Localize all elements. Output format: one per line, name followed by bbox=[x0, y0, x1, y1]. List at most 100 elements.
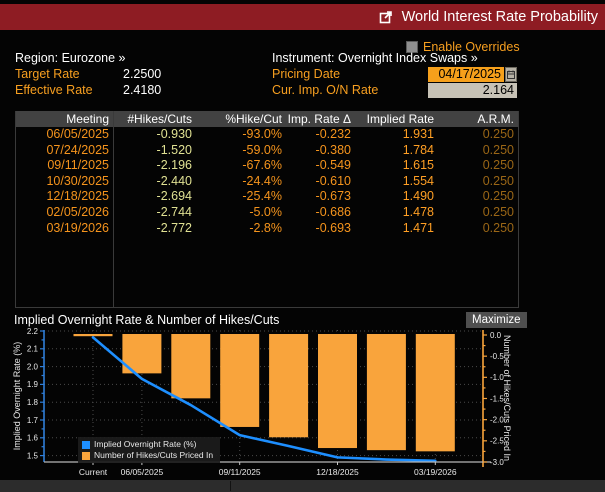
table-cell: -0.610 bbox=[315, 173, 351, 188]
table-cell: -2.440 bbox=[156, 173, 192, 188]
bar-hikes-cuts bbox=[269, 334, 309, 438]
column-header[interactable]: Implied Rate bbox=[366, 112, 434, 126]
pricing-date-input[interactable]: 04/17/2025 bbox=[428, 67, 504, 82]
cur-imp-rate-input[interactable]: 2.164 bbox=[428, 83, 517, 98]
target-rate-value: 2.2500 bbox=[123, 67, 162, 81]
instrument-row[interactable]: Instrument: Overnight Index Swaps » bbox=[272, 51, 478, 65]
table-row[interactable]: 07/24/2025 -1.520 -59.0% -0.380 1.784 0.250 bbox=[16, 143, 518, 159]
legend-item-line: Implied Overnight Rate (%) bbox=[82, 440, 213, 449]
table-cell: -59.0% bbox=[242, 142, 282, 157]
right-tick-label: -1.5 bbox=[490, 394, 504, 403]
right-tick-label: -2.0 bbox=[490, 415, 504, 424]
legend-item-bar: Number of Hikes/Cuts Priced In bbox=[82, 451, 213, 460]
table-cell: 0.250 bbox=[482, 158, 514, 173]
table-row[interactable]: 06/05/2025 -0.930 -93.0% -0.232 1.931 0.250 bbox=[16, 127, 518, 143]
table-cell: 1.490 bbox=[402, 189, 434, 204]
table-cell: -2.772 bbox=[156, 220, 192, 235]
table-cell: -2.8% bbox=[249, 220, 282, 235]
line-implied-rate bbox=[91, 336, 437, 463]
left-tick-label: 1.6 bbox=[27, 434, 39, 443]
column-header[interactable]: A.R.M. bbox=[477, 112, 514, 126]
column-header[interactable]: %Hike/Cut bbox=[225, 112, 282, 126]
column-header[interactable]: #Hikes/Cuts bbox=[127, 112, 192, 126]
left-tick-label: 1.5 bbox=[27, 451, 39, 460]
region-label: Region: bbox=[15, 51, 59, 65]
bar-hikes-cuts bbox=[220, 334, 260, 427]
table-cell: 1.784 bbox=[402, 142, 434, 157]
right-tick-label: -0.5 bbox=[490, 352, 504, 361]
enable-overrides-checkbox[interactable] bbox=[406, 41, 418, 53]
table-cell: 09/11/2025 bbox=[47, 158, 109, 173]
table-cell: 1.554 bbox=[402, 173, 434, 188]
table-cell: -24.4% bbox=[242, 173, 282, 188]
instrument-label: Instrument: bbox=[272, 51, 335, 65]
table-cell: 0.250 bbox=[482, 127, 514, 141]
left-axis-title: Implied Overnight Rate (%) bbox=[12, 342, 22, 451]
table-cell: -0.693 bbox=[315, 220, 351, 235]
legend-swatch-line bbox=[82, 440, 90, 449]
table-cell: -93.0% bbox=[242, 127, 282, 141]
column-header[interactable]: Meeting bbox=[66, 112, 109, 126]
bar-hikes-cuts bbox=[366, 334, 406, 451]
table-cell: 0.250 bbox=[482, 142, 514, 157]
table-cell: 1.615 bbox=[402, 158, 434, 173]
title-bar: World Interest Rate Probability bbox=[0, 4, 605, 30]
table-cell: -5.0% bbox=[249, 204, 282, 219]
table-cell: 1.471 bbox=[402, 220, 434, 235]
maximize-button[interactable]: Maximize bbox=[466, 312, 527, 328]
cur-imp-rate-label: Cur. Imp. O/N Rate bbox=[272, 83, 379, 97]
right-tick-label: 0.0 bbox=[490, 331, 502, 340]
table-cell: 10/30/2025 bbox=[46, 173, 109, 188]
table-cell: -0.549 bbox=[315, 158, 351, 173]
bar-hikes-cuts bbox=[73, 334, 113, 337]
table-row[interactable]: 12/18/2025 -2.694 -25.4% -0.673 1.490 0.250 bbox=[16, 189, 518, 205]
x-tick-label: 09/11/2025 bbox=[219, 467, 261, 477]
table-cell: 1.478 bbox=[402, 204, 434, 219]
x-tick-label: 12/18/2025 bbox=[316, 467, 359, 477]
table-header: Meeting #Hikes/Cuts %Hike/Cut Imp. Rate Δ Im… bbox=[16, 111, 518, 127]
footer-divider bbox=[230, 481, 231, 491]
table-cell: 02/05/2026 bbox=[46, 204, 109, 219]
region-value[interactable]: Eurozone » bbox=[61, 51, 126, 65]
rate-chart: 2.2 2.1 2.0 1.9 1.8 1.7 1.6 1.5 0.0 -0.5 -1.0 -1.5 -… bbox=[12, 327, 512, 477]
chart-title: Implied Overnight Rate & Number of Hikes… bbox=[14, 313, 280, 327]
effective-rate-value: 2.4180 bbox=[123, 83, 162, 97]
enable-overrides-label: Enable Overrides bbox=[423, 40, 520, 54]
table-cell: -2.196 bbox=[156, 158, 192, 173]
table-cell: 07/24/2025 bbox=[46, 142, 109, 157]
left-tick-label: 2.0 bbox=[27, 362, 39, 371]
left-tick-label: 2.2 bbox=[27, 327, 39, 336]
region-row[interactable]: Region: Eurozone » bbox=[15, 51, 126, 65]
table-cell: -0.686 bbox=[315, 204, 351, 219]
bar-hikes-cuts bbox=[171, 334, 211, 399]
right-tick-label: -1.0 bbox=[490, 373, 504, 382]
table-row[interactable]: 02/05/2026 -2.744 -5.0% -0.686 1.478 0.250 bbox=[16, 205, 518, 221]
legend-label-bar: Number of Hikes/Cuts Priced In bbox=[94, 450, 214, 460]
table-cell: -2.744 bbox=[156, 204, 192, 219]
table-cell: -67.6% bbox=[242, 158, 282, 173]
column-header[interactable]: Imp. Rate Δ bbox=[287, 112, 351, 126]
table-cell: -0.380 bbox=[315, 142, 351, 157]
legend-swatch-bar bbox=[82, 451, 90, 460]
table-cell: 0.250 bbox=[482, 189, 514, 204]
left-tick-label: 1.7 bbox=[27, 416, 39, 425]
table-cell: 0.250 bbox=[482, 220, 514, 235]
table-row[interactable]: 10/30/2025 -2.440 -24.4% -0.610 1.554 0.250 bbox=[16, 174, 518, 190]
pricing-date-label: Pricing Date bbox=[272, 67, 341, 81]
enable-overrides[interactable]: Enable Overrides bbox=[406, 40, 520, 54]
x-tick-label: Current bbox=[79, 467, 108, 477]
table-cell: 03/19/2026 bbox=[46, 220, 109, 235]
table-cell: 12/18/2025 bbox=[46, 189, 109, 204]
bar-hikes-cuts bbox=[318, 334, 357, 449]
table-cell: 0.250 bbox=[482, 173, 514, 188]
left-tick-label: 1.8 bbox=[27, 398, 39, 407]
export-icon[interactable] bbox=[379, 10, 393, 24]
table-row[interactable]: 09/11/2025 -2.196 -67.6% -0.549 1.615 0.250 bbox=[16, 158, 518, 174]
table-row[interactable]: 03/19/2026 -2.772 -2.8% -0.693 1.471 0.250 bbox=[16, 221, 518, 237]
calendar-icon[interactable] bbox=[505, 67, 517, 82]
right-tick-label: -3.0 bbox=[490, 458, 504, 467]
left-tick-label: 2.1 bbox=[27, 345, 39, 354]
instrument-value[interactable]: Overnight Index Swaps » bbox=[338, 51, 478, 65]
right-axis-title: Number of Hikes/Cuts Priced In bbox=[502, 335, 512, 461]
